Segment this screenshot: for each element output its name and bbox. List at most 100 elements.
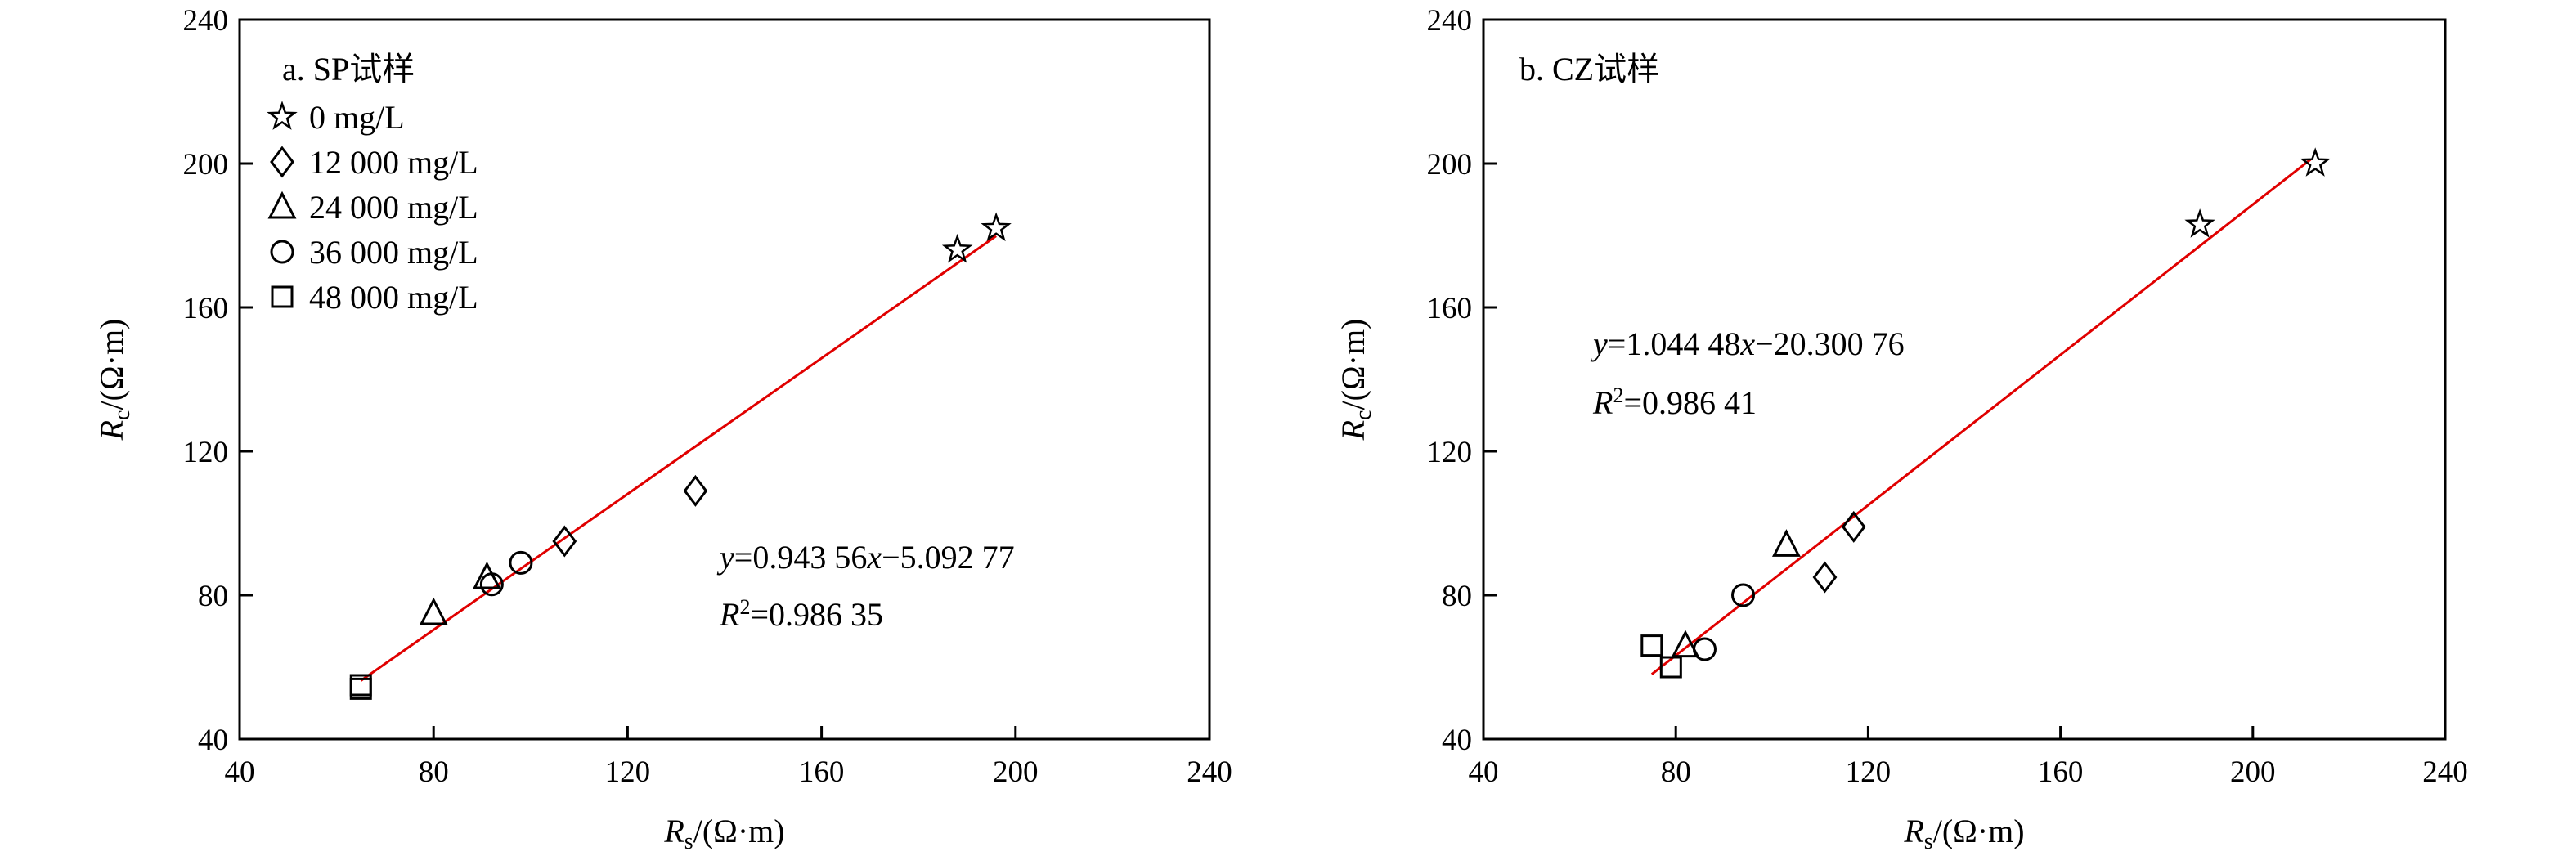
r2-sup: 2: [1613, 383, 1623, 407]
x-label-sub: s: [1924, 829, 1933, 854]
y-tick-label: 80: [198, 580, 228, 613]
x-tick-label: 120: [1846, 755, 1892, 789]
legend: 0 mg/L 12 000 mg/L 24 000 mg/L 36 000 mg/L 4…: [267, 99, 478, 316]
x-tick-label: 120: [605, 755, 651, 789]
y-label-sub: c: [110, 410, 135, 420]
data-point-diamond: [1841, 510, 1866, 543]
series-diamond: [1812, 510, 1866, 594]
data-point-triangle: [419, 597, 448, 625]
data-point-circle: [1692, 637, 1717, 661]
y-tick-label: 80: [1442, 580, 1472, 613]
x-tick-label: 160: [799, 755, 845, 789]
x-tick-label: 200: [2230, 755, 2276, 789]
series-circle: [1692, 583, 1756, 661]
x-label-unit: /(Ω·m): [1933, 813, 2025, 849]
data-point-diamond: [683, 474, 708, 507]
data-point-triangle: [1771, 529, 1801, 557]
y-tick-label: 240: [1427, 4, 1473, 38]
series-star: [2184, 147, 2331, 238]
y-label-sub: c: [1351, 410, 1376, 420]
data-point-square: [1640, 634, 1663, 657]
x-tick-label: 80: [419, 755, 449, 789]
r-squared: R2=0.986 35: [719, 595, 883, 633]
eq-intercept: −5.092 77: [882, 539, 1015, 576]
eq-intercept: −20.300 76: [1755, 325, 1905, 362]
data-point-diamond: [1812, 561, 1838, 594]
r2-value: =0.986 41: [1623, 384, 1757, 421]
legend-label: 48 000 mg/L: [309, 279, 478, 316]
eq-coef: =1.044 48: [1608, 325, 1741, 362]
x-label-main: R: [663, 813, 684, 849]
series-circle: [479, 550, 533, 597]
x-tick-label: 240: [1187, 755, 1232, 789]
r2-value: =0.986 35: [750, 596, 883, 633]
r2-r: R: [1592, 384, 1613, 421]
data-point-star: [941, 233, 973, 263]
x-axis-label: Rs/(Ω·m): [1903, 813, 2024, 854]
legend-marker-diamond: [270, 146, 294, 178]
x-tick-label: 160: [2038, 755, 2084, 789]
data-point-triangle: [472, 561, 501, 589]
data-point-star: [2184, 208, 2215, 238]
legend-label: 36 000 mg/L: [309, 234, 478, 271]
y-tick-label: 240: [183, 4, 229, 38]
y-tick-label: 200: [1427, 148, 1473, 182]
fit-equation: y=0.943 56x−5.092 77: [716, 539, 1015, 576]
y-label-unit: /(Ω·m): [1335, 319, 1371, 410]
eq-y: y: [716, 539, 734, 576]
y-label-main: R: [1335, 420, 1371, 441]
data-point-circle: [509, 550, 533, 575]
series-star: [941, 212, 1012, 263]
data-point-circle: [479, 572, 504, 597]
y-tick-label: 120: [1427, 436, 1473, 469]
fit-line: [1650, 158, 2312, 675]
series-triangle: [1671, 529, 1801, 658]
x-tick-label: 80: [1661, 755, 1691, 789]
r2-sup: 2: [739, 595, 750, 619]
panel-title: b. CZ试样: [1519, 51, 1659, 87]
series-triangle: [419, 561, 501, 625]
legend-marker-square: [271, 285, 294, 308]
y-label-main: R: [93, 420, 130, 441]
panel-title: a. SP试样: [282, 51, 415, 87]
fit-line: [360, 235, 997, 682]
r-squared: R2=0.986 41: [1592, 383, 1757, 421]
r2-r: R: [719, 596, 739, 633]
y-tick-label: 200: [183, 148, 229, 182]
eq-x: x: [1739, 325, 1755, 362]
x-label-main: R: [1903, 813, 1923, 849]
data-point-square: [1659, 656, 1682, 679]
legend-marker-star: [267, 101, 298, 130]
y-label-unit: /(Ω·m): [93, 319, 130, 410]
y-axis-label: Rc/(Ω·m): [1335, 319, 1376, 441]
legend-label: 0 mg/L: [309, 99, 405, 136]
legend-label: 24 000 mg/L: [309, 189, 478, 226]
fit-equation: y=1.044 48x−20.300 76: [1590, 325, 1905, 362]
y-axis-label: Rc/(Ω·m): [93, 319, 135, 441]
eq-y: y: [1590, 325, 1608, 362]
legend-label: 12 000 mg/L: [309, 144, 478, 181]
y-tick-label: 40: [1442, 724, 1472, 757]
data-point-triangle: [1671, 630, 1700, 658]
y-tick-label: 160: [1427, 292, 1473, 325]
data-point-star: [2300, 147, 2331, 177]
x-tick-label: 40: [225, 755, 255, 789]
y-tick-label: 40: [198, 724, 228, 757]
x-axis-label: Rs/(Ω·m): [663, 813, 784, 854]
x-tick-label: 240: [2422, 755, 2468, 789]
plot-frame: [238, 18, 1211, 741]
eq-coef: =0.943 56: [734, 539, 868, 576]
data-point-square: [349, 677, 372, 700]
x-tick-label: 200: [993, 755, 1039, 789]
series-diamond: [552, 474, 708, 558]
y-tick-label: 120: [183, 436, 229, 469]
plot-frame: [1482, 18, 2447, 741]
legend-marker-triangle: [267, 190, 297, 219]
data-point-star: [981, 212, 1012, 242]
y-tick-label: 160: [183, 292, 229, 325]
eq-x: x: [866, 539, 882, 576]
legend-marker-circle: [270, 240, 294, 264]
data-point-circle: [1731, 583, 1756, 607]
panel-a: 40 80 120 160 200 240 40 80 120 160 200 240 Rs/(Ω·m)…: [93, 4, 1232, 854]
